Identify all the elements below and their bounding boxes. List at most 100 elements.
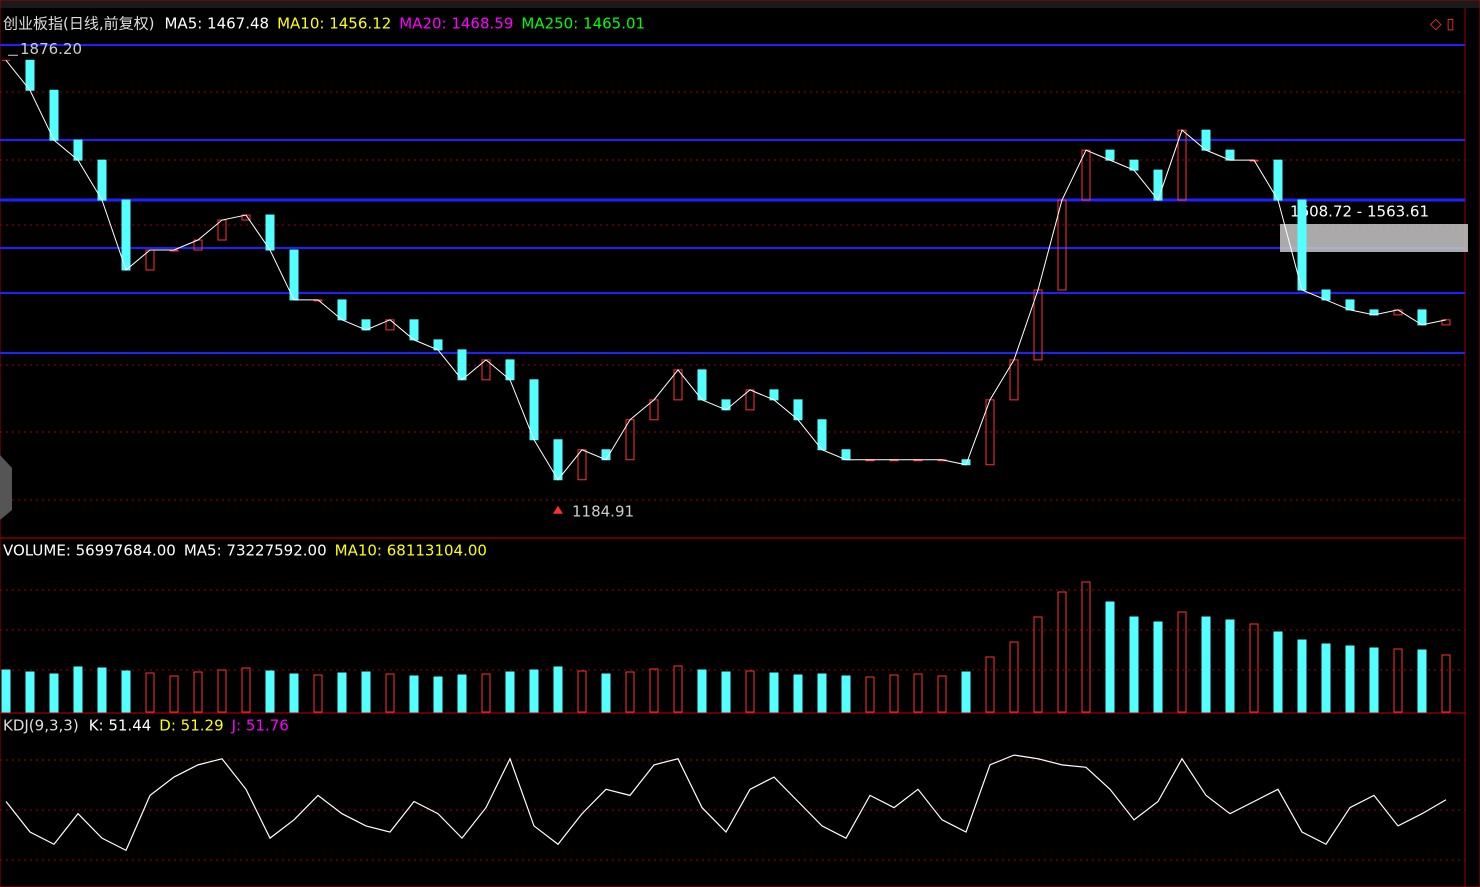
legend-entry: MA10: 68113104.00 <box>335 542 487 560</box>
volume-bar <box>745 670 755 713</box>
candle <box>1201 129 1211 151</box>
volume-bar <box>97 667 107 713</box>
volume-bar <box>337 672 347 713</box>
volume-bar <box>793 674 803 713</box>
candle <box>121 199 131 271</box>
volume-bar <box>721 671 731 713</box>
volume-bar <box>553 666 563 713</box>
candle <box>553 439 563 481</box>
legend-entry: K: 51.44 <box>89 717 152 735</box>
volume-bar <box>1321 643 1331 713</box>
volume-bar <box>1297 639 1307 713</box>
panel-title: 创业板指(日线,前复权) <box>3 15 154 33</box>
volume-bar <box>1057 591 1067 713</box>
candle <box>409 319 419 341</box>
legend-entry: MA5: 73227592.00 <box>184 542 327 560</box>
kdj-line <box>5 754 1447 852</box>
volume-bar <box>769 672 779 713</box>
volume-bar <box>1105 601 1115 713</box>
top-tabs <box>0 0 1480 8</box>
volume-bar <box>1393 648 1403 713</box>
candle <box>529 379 539 441</box>
candle <box>265 214 275 251</box>
volume-bar <box>121 670 131 713</box>
volume-bar <box>1009 641 1019 713</box>
candle <box>457 349 467 381</box>
candle <box>97 159 107 201</box>
volume-bar <box>1129 616 1139 713</box>
volume-bar <box>1177 611 1187 713</box>
candle <box>289 249 299 301</box>
candle <box>1153 169 1163 201</box>
volume-bar <box>217 669 227 713</box>
volume-bar <box>961 671 971 713</box>
legend-entry: MA20: 1468.59 <box>399 15 513 33</box>
volume-bar <box>1033 616 1043 713</box>
volume-bar <box>505 671 515 713</box>
legend-entry: D: 51.29 <box>159 717 223 735</box>
candle <box>505 359 515 381</box>
volume-bar <box>865 676 875 713</box>
candle <box>1273 159 1283 201</box>
candle <box>25 59 35 91</box>
volume-bar <box>1201 616 1211 713</box>
candle <box>697 369 707 401</box>
window-icons[interactable]: ◇ ▯ <box>1430 15 1455 33</box>
volume-bar <box>1417 649 1427 713</box>
candle <box>49 89 59 141</box>
level-lines <box>0 44 1465 354</box>
volume-bar <box>1081 581 1091 713</box>
volume-bar <box>1273 631 1283 713</box>
volume-bar <box>457 674 467 713</box>
volume-bar <box>697 669 707 713</box>
volume-bar <box>1345 645 1355 713</box>
volume-bar <box>817 673 827 713</box>
volume-bar <box>481 673 491 713</box>
volume-bar <box>265 670 275 713</box>
volume-bar <box>601 673 611 713</box>
volume-bar <box>25 671 35 713</box>
low-label: 1184.91 <box>572 502 634 520</box>
volume-bar <box>385 673 395 713</box>
legend-entry: MA10: 1456.12 <box>277 15 391 33</box>
range-label: 1608.72 - 1563.61 <box>1290 203 1429 221</box>
candle <box>337 299 347 321</box>
volume-bar <box>529 669 539 713</box>
volume-bar <box>937 675 947 713</box>
volume-bar <box>433 676 443 713</box>
legend-entry: MA5: 1467.48 <box>164 15 269 33</box>
side-handle[interactable] <box>0 455 12 520</box>
close-line <box>5 59 1447 481</box>
volume-bar <box>1225 619 1235 713</box>
legend-entry: MA250: 1465.01 <box>521 15 645 33</box>
high-label: 1876.20 <box>20 40 82 58</box>
volume-bar <box>649 668 659 713</box>
volume-bar <box>1249 623 1259 713</box>
volume-bar <box>985 656 995 713</box>
volume-bar <box>889 674 899 713</box>
volume-bar <box>673 665 683 713</box>
volume-bar <box>1369 647 1379 713</box>
panel-title: KDJ(9,3,3) <box>3 717 79 735</box>
volume-bar <box>625 671 635 713</box>
volume-bar <box>1 669 11 713</box>
candle <box>73 139 83 161</box>
volume-bar <box>193 671 203 713</box>
candle <box>817 419 827 451</box>
legend-entry: VOLUME: 56997684.00 <box>3 542 176 560</box>
volume-bar <box>145 672 155 713</box>
grid <box>0 91 1465 861</box>
volume-bar <box>1441 654 1451 713</box>
legend-entry: J: 51.76 <box>231 717 289 735</box>
volume-bar <box>169 675 179 713</box>
range-box <box>1280 224 1468 252</box>
volume-bar <box>241 667 251 713</box>
volume-bar <box>73 666 83 713</box>
volume-bar <box>313 674 323 713</box>
candle <box>793 399 803 421</box>
low-marker <box>553 505 563 514</box>
volume-bar <box>289 673 299 713</box>
volume-bar <box>577 670 587 713</box>
